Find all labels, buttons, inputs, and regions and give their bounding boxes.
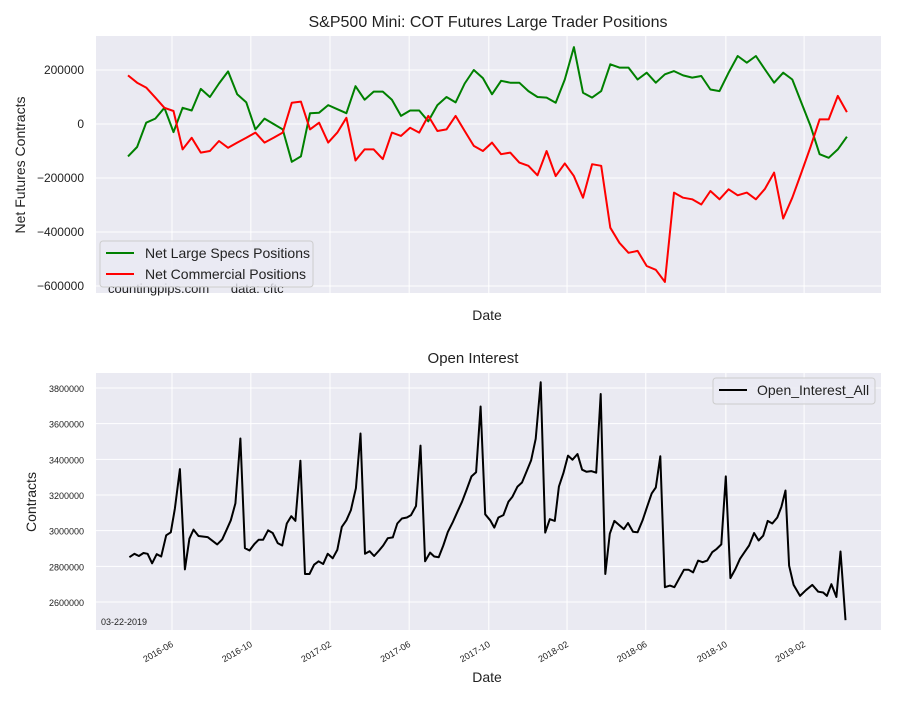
chart-title: S&P500 Mini: COT Futures Large Trader Po… xyxy=(309,14,668,31)
y-axis-label: Net Futures Contracts xyxy=(12,97,28,234)
y-tick-label: 2600000 xyxy=(49,598,84,608)
legend-label-open-interest: Open_Interest_All xyxy=(757,382,869,398)
y-tick-label: −400000 xyxy=(37,225,84,239)
legend-label-specs: Net Large Specs Positions xyxy=(145,245,310,261)
y-tick-label: 3600000 xyxy=(49,420,84,430)
legend-label-commercial: Net Commercial Positions xyxy=(145,266,306,282)
y-tick-label: 2800000 xyxy=(49,562,84,572)
y-tick-label: 200000 xyxy=(44,63,84,77)
x-axis-label: Date xyxy=(472,307,502,323)
y-tick-label: 3800000 xyxy=(49,384,84,394)
y-tick-label: 3000000 xyxy=(49,527,84,537)
y-tick-label: 3400000 xyxy=(49,455,84,465)
x-axis-label: Date xyxy=(472,669,502,685)
cot-positions-chart: −600000 −400000 −200000 0 200000 S&P500 Mini… xyxy=(12,14,881,323)
y-tick-label: −200000 xyxy=(37,171,84,185)
chart-title: Open Interest xyxy=(428,350,520,367)
y-tick-label: −600000 xyxy=(37,279,84,293)
date-annotation: 03-22-2019 xyxy=(101,617,147,627)
legend: Net Large Specs Positions Net Commercial… xyxy=(100,241,313,287)
y-tick-label: 0 xyxy=(77,117,84,131)
legend: Open_Interest_All xyxy=(713,378,875,404)
y-axis-label: Contracts xyxy=(23,472,39,532)
y-tick-label: 3200000 xyxy=(49,491,84,501)
